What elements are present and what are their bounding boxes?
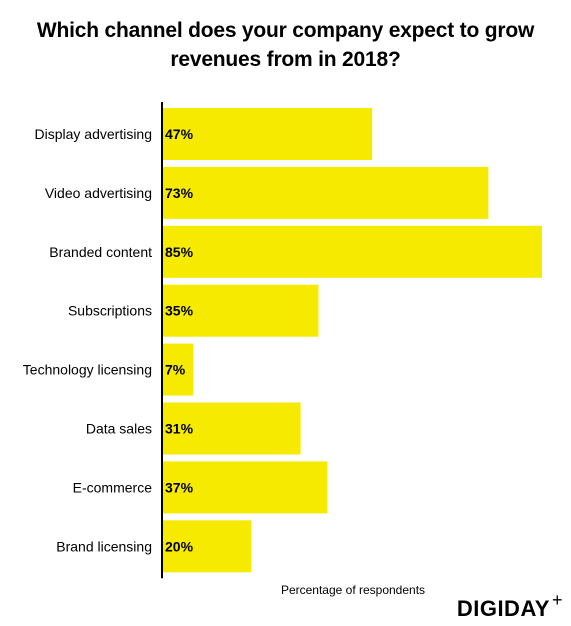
category-label: Display advertising (35, 126, 153, 142)
bar-brand-licensing (162, 520, 252, 573)
bar-branded-content (162, 225, 542, 278)
category-label: E-commerce (73, 479, 153, 495)
x-axis-label: Percentage of respondents (280, 583, 426, 597)
value-label: 20% (165, 538, 194, 554)
digiday-logo: DIGIDAY + (456, 590, 563, 624)
category-label: Branded content (49, 244, 152, 260)
bar-display-advertising (162, 108, 373, 160)
value-label: 31% (165, 421, 194, 437)
category-label: Brand licensing (56, 538, 152, 554)
bar-data-sales (162, 402, 301, 455)
bar-video-advertising (162, 166, 489, 219)
value-label: 37% (165, 479, 194, 495)
logo-plus-mark: + (551, 590, 563, 610)
value-label: 47% (165, 126, 194, 142)
chart-title-line-1: Which channel does your company expect t… (36, 19, 535, 42)
category-label: Subscriptions (68, 303, 152, 319)
category-label: Data sales (86, 421, 152, 437)
chart-title: Which channel does your company expect t… (0, 16, 571, 74)
logo-text: DIGIDAY (456, 596, 550, 621)
chart-title-line-2: revenues from in 2018? (170, 48, 401, 71)
bar-technology-licensing (162, 343, 194, 396)
value-label: 85% (165, 244, 194, 260)
category-label: Technology licensing (23, 362, 152, 378)
value-label: 7% (165, 362, 186, 378)
category-label: Video advertising (45, 185, 152, 201)
value-label: 73% (165, 185, 194, 201)
value-label: 35% (165, 303, 194, 319)
bar-subscriptions (162, 284, 319, 337)
bar-e-commerce (162, 461, 328, 514)
